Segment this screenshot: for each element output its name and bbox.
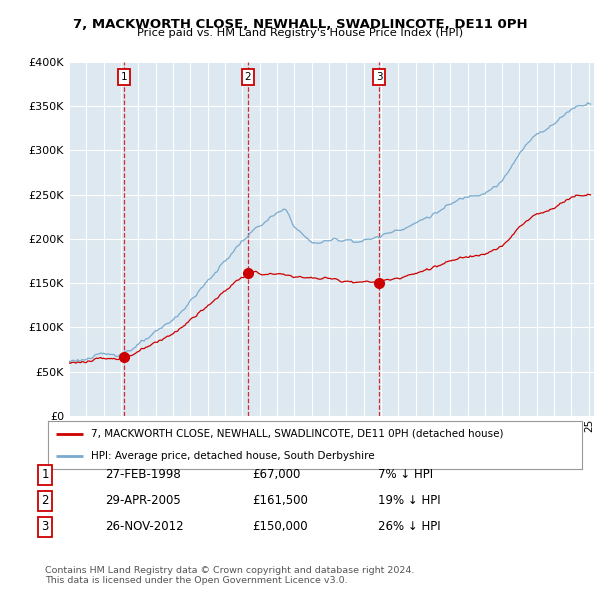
Text: 2: 2: [245, 72, 251, 82]
Text: 29-APR-2005: 29-APR-2005: [105, 494, 181, 507]
Text: £150,000: £150,000: [252, 520, 308, 533]
Text: 7, MACKWORTH CLOSE, NEWHALL, SWADLINCOTE, DE11 0PH (detached house): 7, MACKWORTH CLOSE, NEWHALL, SWADLINCOTE…: [91, 429, 503, 439]
Text: Price paid vs. HM Land Registry's House Price Index (HPI): Price paid vs. HM Land Registry's House …: [137, 28, 463, 38]
Text: HPI: Average price, detached house, South Derbyshire: HPI: Average price, detached house, Sout…: [91, 451, 374, 461]
Text: £161,500: £161,500: [252, 494, 308, 507]
Text: 1: 1: [41, 468, 49, 481]
Text: 26% ↓ HPI: 26% ↓ HPI: [378, 520, 440, 533]
Text: 3: 3: [41, 520, 49, 533]
Text: 7% ↓ HPI: 7% ↓ HPI: [378, 468, 433, 481]
Text: 26-NOV-2012: 26-NOV-2012: [105, 520, 184, 533]
Text: 7, MACKWORTH CLOSE, NEWHALL, SWADLINCOTE, DE11 0PH: 7, MACKWORTH CLOSE, NEWHALL, SWADLINCOTE…: [73, 18, 527, 31]
Text: 3: 3: [376, 72, 382, 82]
Text: 2: 2: [41, 494, 49, 507]
Text: £67,000: £67,000: [252, 468, 301, 481]
Text: 19% ↓ HPI: 19% ↓ HPI: [378, 494, 440, 507]
Text: 27-FEB-1998: 27-FEB-1998: [105, 468, 181, 481]
Text: 1: 1: [121, 72, 127, 82]
Text: Contains HM Land Registry data © Crown copyright and database right 2024.
This d: Contains HM Land Registry data © Crown c…: [45, 566, 415, 585]
